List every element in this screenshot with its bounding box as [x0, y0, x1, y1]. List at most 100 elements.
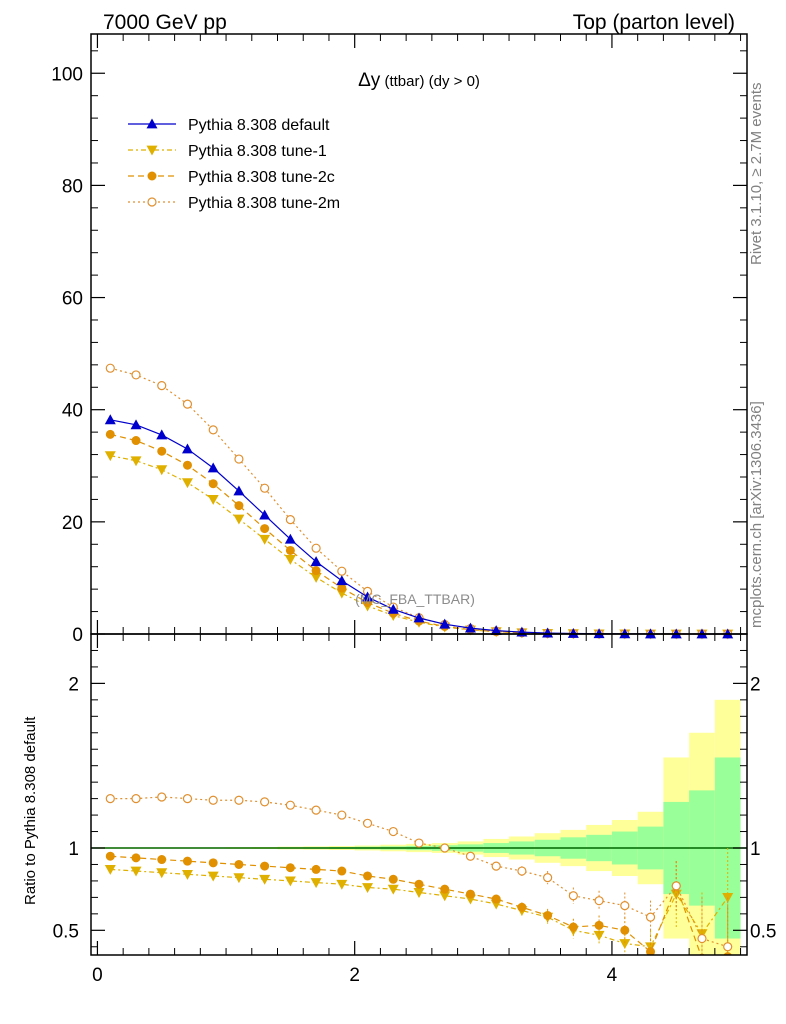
- ratio-point: [388, 874, 398, 884]
- series-1: [104, 451, 734, 640]
- ratio-point: [131, 853, 141, 863]
- data-point: [207, 462, 219, 473]
- data-point: [593, 628, 605, 639]
- data-point: [310, 556, 322, 567]
- ratio-point: [646, 947, 656, 955]
- data-point: [157, 446, 167, 456]
- ratio-point: [337, 866, 347, 876]
- data-point: [259, 534, 271, 545]
- legend: Pythia 8.308 default Pythia 8.308 tune-1 P…: [128, 117, 340, 212]
- y-tick-label: 0: [72, 625, 83, 646]
- ratio-series-2: [105, 851, 732, 955]
- data-point: [234, 501, 244, 511]
- data-point: [131, 436, 141, 446]
- data-point: [387, 603, 399, 614]
- data-point: [464, 622, 476, 633]
- ratio-point: [104, 865, 116, 875]
- data-point: [233, 514, 245, 525]
- ratio-point: [491, 861, 501, 871]
- ratio-point: [311, 805, 321, 815]
- legend-label: Pythia 8.308 tune-2m: [188, 195, 340, 212]
- mcplots-label: mcplots.cern.ch [arXiv:1306.3436]: [748, 401, 765, 628]
- data-point: [131, 370, 141, 380]
- ratio-point: [234, 859, 244, 869]
- data-point: [130, 419, 142, 430]
- legend-marker: [146, 118, 158, 129]
- ratio-point: [259, 874, 271, 885]
- ratio-point: [517, 902, 527, 912]
- ratio-point: [234, 795, 244, 805]
- ratio-point: [105, 851, 115, 861]
- ratio-point: [594, 920, 604, 930]
- x-tick-label: 0: [92, 965, 103, 986]
- data-point: [181, 478, 193, 489]
- ratio-tick-label-left: 2: [68, 674, 79, 695]
- plot-title-main: Δy: [358, 70, 381, 91]
- ratio-tick-label-left: 0.5: [53, 921, 79, 942]
- ratio-point: [130, 866, 142, 877]
- series-2: [105, 429, 733, 639]
- ratio-point: [543, 873, 553, 883]
- data-point: [336, 575, 348, 586]
- data-point: [182, 399, 193, 409]
- data-point: [311, 566, 321, 576]
- ratio-plot-content: [91, 699, 747, 955]
- data-point: [362, 591, 374, 602]
- ratio-plot-frame: [90, 633, 748, 956]
- ratio-point: [207, 871, 219, 882]
- ratio-point: [156, 868, 168, 879]
- series-line-1: [110, 455, 728, 635]
- data-point: [490, 625, 502, 636]
- ratio-point: [284, 876, 296, 887]
- ratio-tick-label-right: 2: [750, 674, 761, 695]
- data-point: [208, 425, 218, 435]
- y-tick-label: 100: [51, 64, 83, 85]
- ratio-point: [568, 891, 578, 901]
- ratio-point: [157, 855, 167, 865]
- ratio-series-3: [105, 792, 733, 955]
- ratio-ylabel: Ratio to Pythia 8.308 default: [22, 716, 39, 905]
- watermark: (MC_FBA_TTBAR): [355, 591, 475, 607]
- rivet-label: Rivet 3.1.10, ≥ 2.7M events: [748, 83, 765, 266]
- ratio-point: [362, 883, 374, 894]
- ratio-point: [131, 794, 141, 804]
- ratio-point: [362, 818, 373, 828]
- data-point: [542, 627, 554, 638]
- data-point: [233, 485, 245, 496]
- x-tick-label: 2: [349, 965, 360, 986]
- ratio-point: [697, 933, 707, 944]
- ratio-point: [413, 888, 425, 898]
- legend-entry: Pythia 8.308 tune-2m: [128, 195, 340, 212]
- data-point: [130, 456, 142, 467]
- ratio-point: [182, 856, 192, 866]
- legend-entry: Pythia 8.308 default: [128, 117, 330, 134]
- x-tick-labels: 0 2 4: [92, 965, 618, 986]
- plot-title-sub: (ttbar) (dy > 0): [380, 73, 480, 90]
- ratio-point: [285, 800, 295, 810]
- ratio-point: [337, 810, 347, 820]
- ratio-point: [465, 889, 475, 899]
- ratio-point: [311, 864, 321, 874]
- ratio-plot: 0.5 0.5 1 1 2 2 Ratio to Pythia 8.308 default: [22, 633, 776, 956]
- legend-label: Pythia 8.308 default: [188, 117, 330, 134]
- data-point: [337, 566, 347, 576]
- data-point: [285, 515, 295, 525]
- data-point: [310, 572, 322, 583]
- plot-title: Δy (ttbar) (dy > 0): [358, 70, 480, 91]
- data-point: [285, 545, 295, 555]
- ratio-point: [157, 792, 167, 802]
- header-left: 7000 GeV pp: [103, 11, 227, 34]
- data-point: [234, 454, 244, 464]
- data-point: [105, 429, 115, 439]
- data-point: [260, 524, 270, 534]
- data-point: [157, 380, 167, 391]
- ratio-point: [182, 794, 193, 804]
- ratio-point: [440, 843, 450, 853]
- data-point: [259, 509, 271, 520]
- legend-marker: [147, 171, 157, 181]
- ratio-point: [260, 797, 270, 807]
- ratio-tick-label-right: 0.5: [750, 921, 776, 942]
- ratio-point: [440, 884, 450, 894]
- ratio-point: [208, 858, 218, 868]
- ratio-point: [645, 912, 656, 922]
